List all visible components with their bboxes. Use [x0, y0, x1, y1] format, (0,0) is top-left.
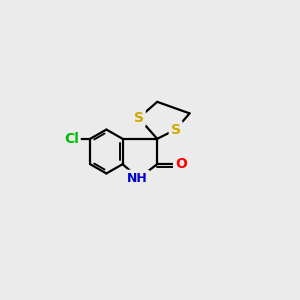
- Text: O: O: [175, 157, 187, 171]
- Text: S: S: [134, 111, 144, 125]
- Text: Cl: Cl: [64, 132, 79, 146]
- Text: S: S: [171, 123, 181, 136]
- Text: NH: NH: [127, 172, 148, 184]
